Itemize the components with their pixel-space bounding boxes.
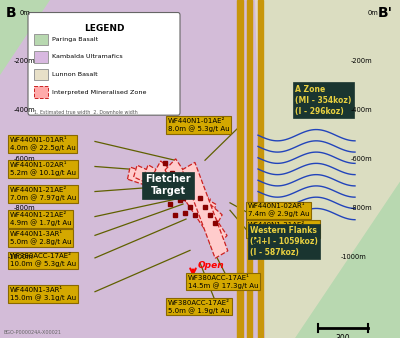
Text: B': B' (378, 6, 393, 20)
Text: Lunnon Basalt: Lunnon Basalt (52, 72, 98, 77)
Text: -1000m: -1000m (340, 254, 366, 260)
Text: WF440N1-01AR¹
4.0m @ 22.5g/t Au: WF440N1-01AR¹ 4.0m @ 22.5g/t Au (10, 137, 76, 151)
Text: Open: Open (198, 261, 225, 270)
Text: WF440N1-3AR¹
15.0m @ 3.1g/t Au: WF440N1-3AR¹ 15.0m @ 3.1g/t Au (10, 287, 76, 301)
Bar (144, 165, 216, 216)
Polygon shape (0, 0, 265, 338)
Text: B: B (6, 6, 17, 20)
Text: WF440N1-02AR¹
7.4m @ 2.9g/t Au: WF440N1-02AR¹ 7.4m @ 2.9g/t Au (248, 203, 310, 217)
Text: LEGEND: LEGEND (84, 24, 124, 33)
Text: -800m: -800m (14, 205, 36, 211)
Text: A Zone
(MI - 354koz)
(I - 296koz): A Zone (MI - 354koz) (I - 296koz) (295, 84, 351, 116)
Text: 1. Estimated true width  2. Downhole width: 1. Estimated true width 2. Downhole widt… (34, 110, 138, 115)
Text: -600m: -600m (14, 156, 36, 162)
Bar (154, 161, 222, 227)
Text: -400m: -400m (14, 107, 36, 113)
Text: WF380ACC-17AE²
10.0m @ 5.3g/t Au: WF380ACC-17AE² 10.0m @ 5.3g/t Au (10, 254, 76, 267)
Text: WF440N1-02AR¹
5.2m @ 10.1g/t Au: WF440N1-02AR¹ 5.2m @ 10.1g/t Au (10, 162, 76, 176)
Text: Kambalda Ultramafics: Kambalda Ultramafics (52, 54, 123, 59)
Text: -800m: -800m (350, 205, 372, 211)
Bar (134, 165, 210, 210)
Text: WF380ACC-17AE¹
14.5m @ 17.3g/t Au: WF380ACC-17AE¹ 14.5m @ 17.3g/t Au (188, 275, 258, 289)
Bar (34, 69, 48, 80)
Bar (165, 159, 227, 247)
Text: Western Flanks
(M+I - 1059koz)
(I - 587koz): Western Flanks (M+I - 1059koz) (I - 587k… (250, 226, 318, 257)
Bar (237, 0, 243, 338)
FancyBboxPatch shape (28, 13, 180, 115)
Polygon shape (255, 0, 400, 338)
Text: WF440N1-3AR¹
5.0m @ 2.8g/t Au: WF440N1-3AR¹ 5.0m @ 2.8g/t Au (10, 231, 72, 245)
Text: -200m: -200m (14, 58, 36, 64)
Text: Interpreted Mineralised Zone: Interpreted Mineralised Zone (52, 90, 146, 95)
Bar (34, 51, 48, 63)
Text: Fletcher
Target: Fletcher Target (145, 174, 191, 196)
Text: WF440N1-21AE²
5.0m @ 10.95g/t Au: WF440N1-21AE² 5.0m @ 10.95g/t Au (248, 222, 318, 236)
Text: 0m: 0m (20, 9, 31, 16)
Bar (258, 0, 263, 338)
Text: Paringa Basalt: Paringa Basalt (52, 37, 98, 42)
Text: WF440N1-21AE²
4.9m @ 1.7g/t Au: WF440N1-21AE² 4.9m @ 1.7g/t Au (10, 212, 72, 226)
Text: BGO-P000024A-X00021: BGO-P000024A-X00021 (4, 331, 62, 336)
Bar (34, 87, 48, 98)
Text: 300: 300 (336, 334, 350, 338)
Bar (182, 162, 228, 258)
Bar (34, 34, 48, 45)
Text: -200m: -200m (350, 58, 372, 64)
Text: -600m: -600m (350, 156, 372, 162)
Text: WF380ACC-17AE²
5.0m @ 1.9g/t Au: WF380ACC-17AE² 5.0m @ 1.9g/t Au (168, 300, 230, 314)
Text: WF440N1-01AE²
8.0m @ 5.3g/t Au: WF440N1-01AE² 8.0m @ 5.3g/t Au (168, 118, 230, 132)
Text: -1000m: -1000m (8, 254, 34, 260)
Bar (128, 167, 202, 203)
Text: 0m: 0m (367, 9, 378, 16)
Text: WF440N1-21AE²
7.0m @ 7.97g/t Au: WF440N1-21AE² 7.0m @ 7.97g/t Au (10, 187, 76, 201)
Bar (247, 0, 252, 338)
Text: -400m: -400m (350, 107, 372, 113)
